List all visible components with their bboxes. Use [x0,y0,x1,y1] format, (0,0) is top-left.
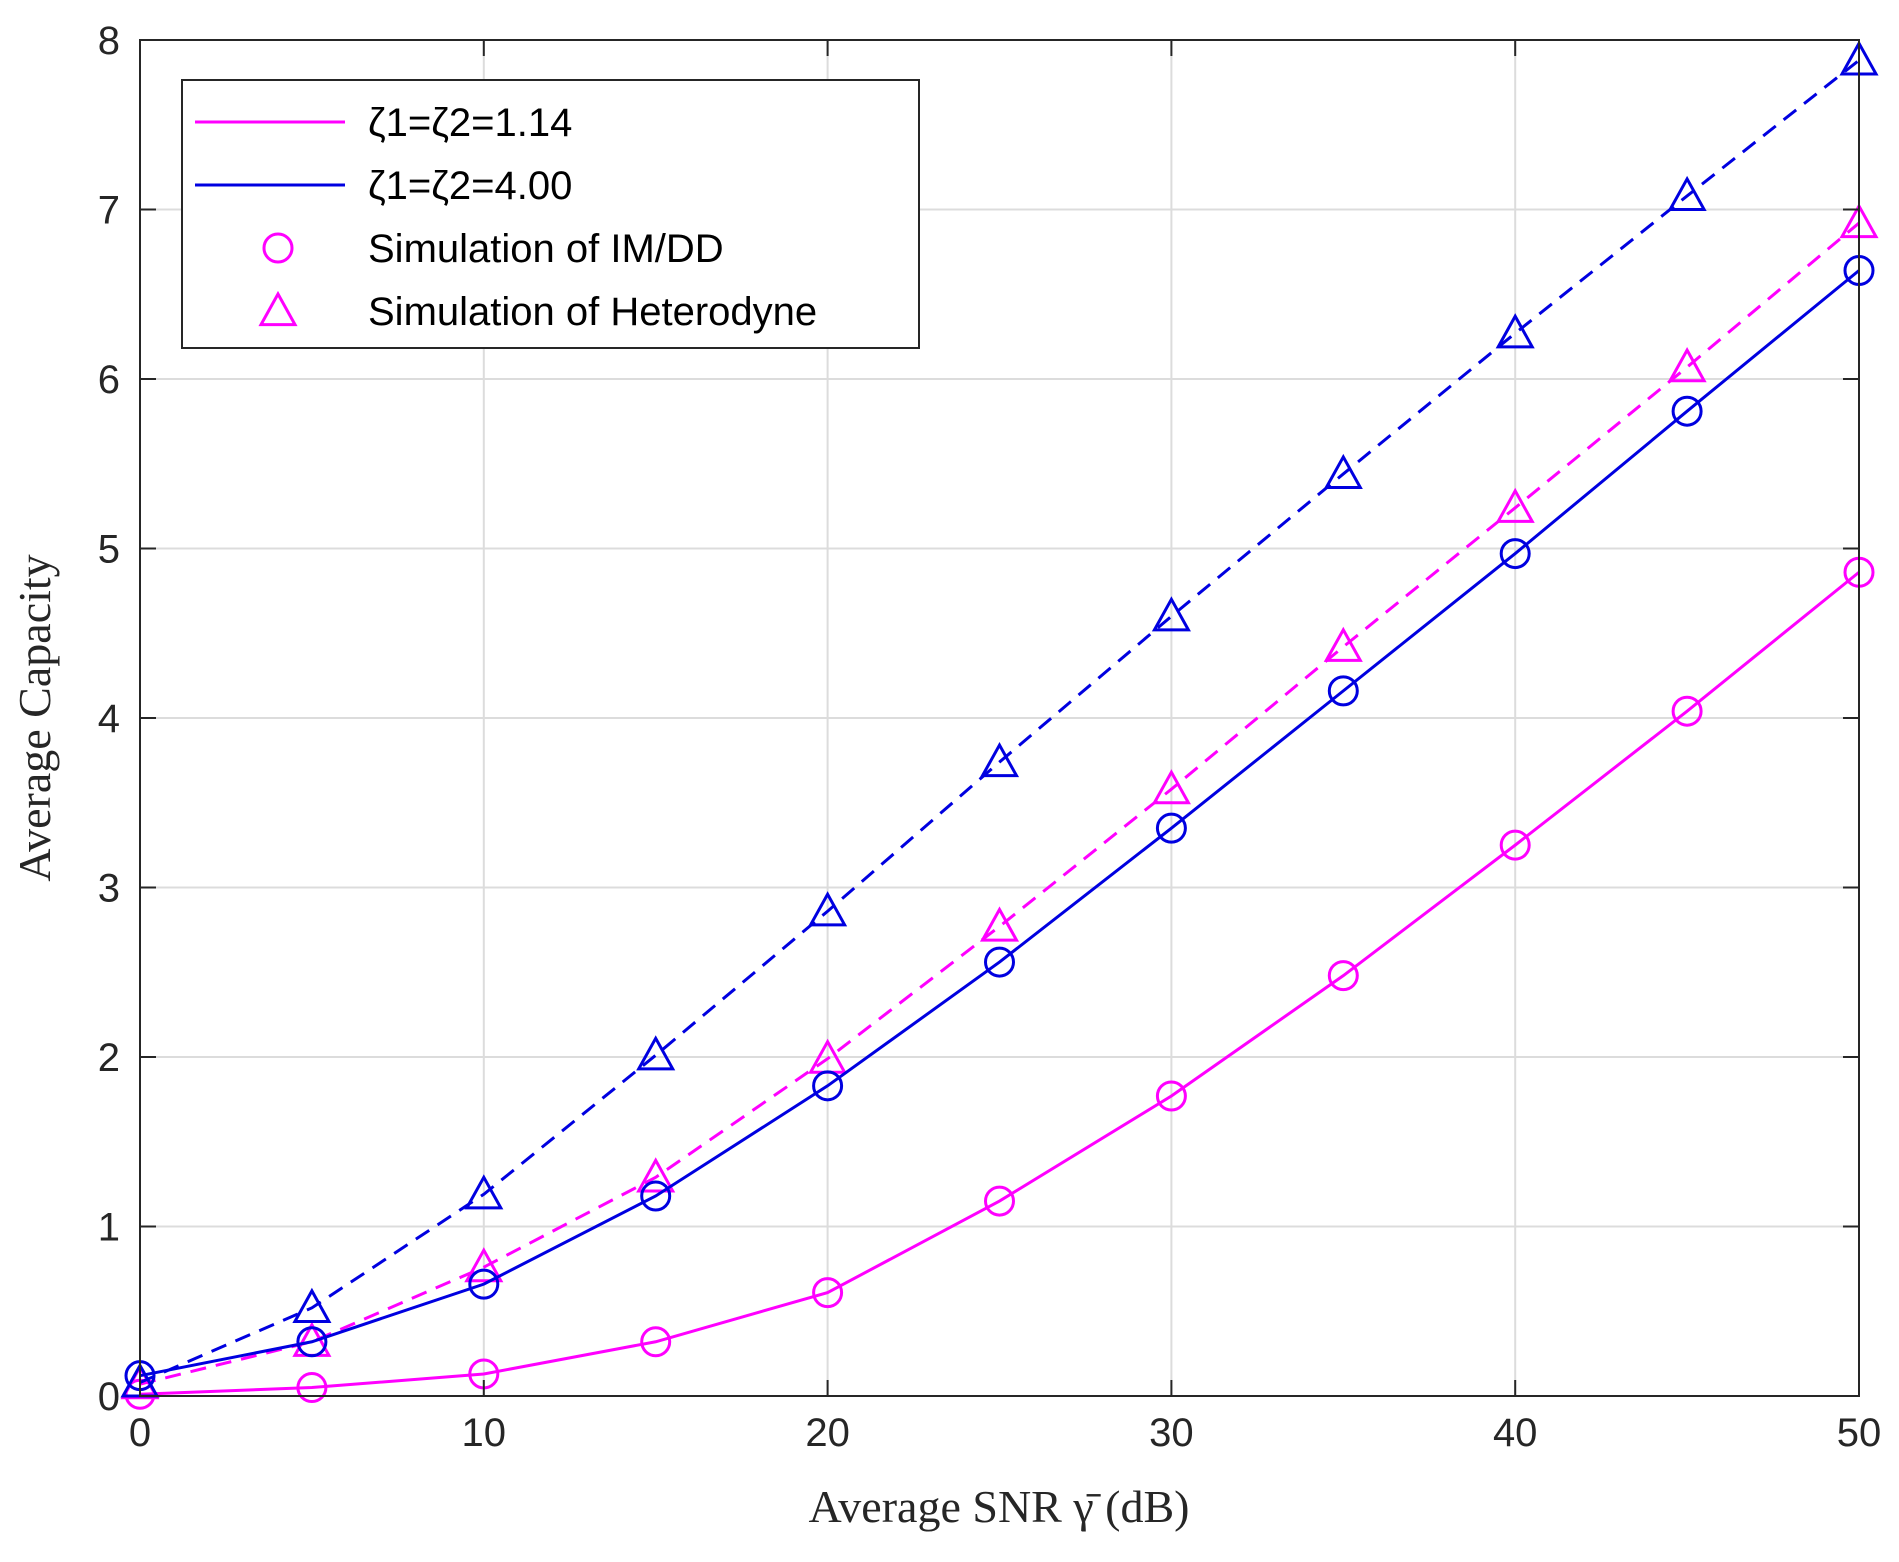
y-tick-label: 5 [98,528,120,572]
x-axis-title: Average SNR γ̄ (dB) [808,1481,1189,1532]
legend-circle-marker [262,232,294,264]
data-point-triangle [636,1157,676,1193]
series-line [139,269,1860,1378]
legend: ζ1=ζ2=1.14 ζ1=ζ2=4.00 Simulation of IM/DD S… [181,79,920,349]
x-tick-label: 20 [805,1411,850,1455]
data-point-triangle [1667,347,1707,383]
data-point-triangle [292,1287,332,1323]
y-tick-label: 1 [98,1206,120,1250]
data-point-triangle [636,1035,676,1071]
data-point-circle [1499,538,1531,570]
data-point-triangle [1151,769,1191,805]
x-tick-label: 50 [1837,1411,1882,1455]
data-point-triangle [1151,596,1191,632]
data-point-circle [1327,960,1359,992]
y-axis-title: Average Capacity [9,554,60,881]
data-point-circle [1671,395,1703,427]
data-point-triangle [1323,626,1363,662]
data-point-triangle [1667,175,1707,212]
y-tick-label: 4 [98,697,120,741]
legend-triangle-marker [258,290,298,327]
data-point-triangle [464,1247,504,1283]
x-tick-label: 10 [462,1411,507,1455]
y-tick-label: 2 [98,1036,120,1080]
series-3 [120,40,1879,1398]
data-point-triangle [1495,487,1535,523]
legend-label: ζ1=ζ2=1.14 [368,101,572,145]
data-point-triangle [979,741,1020,778]
x-tick-label: 40 [1493,1411,1538,1455]
series-line [139,221,1860,1386]
data-point-circle [1671,695,1703,727]
y-tick-label: 3 [98,867,120,911]
data-point-triangle [1495,313,1535,349]
legend-box [181,79,920,349]
data-point-circle [1499,829,1531,861]
data-point-circle [812,1277,844,1309]
data-point-circle [1155,812,1187,844]
data-point-triangle [979,906,1020,942]
data-point-circle [296,1372,328,1404]
legend-label: Simulation of Heterodyne [368,290,817,334]
data-point-circle [812,1070,844,1102]
data-point-circle [984,946,1015,978]
series-line [139,571,1860,1396]
data-point-circle [468,1268,500,1300]
data-point-circle [1327,675,1359,707]
x-tick-label: 0 [129,1411,151,1455]
y-tick-label: 8 [98,19,120,63]
data-point-triangle [464,1174,504,1210]
data-point-circle [296,1326,328,1358]
data-point-triangle [808,891,848,927]
data-point-circle [984,1185,1015,1217]
legend-label: Simulation of IM/DD [368,227,724,271]
tick-layer: 0 10 20 30 40 50 0 1 2 3 4 5 6 7 8 [98,19,1882,1455]
y-tick-label: 0 [98,1375,120,1419]
data-point-circle [640,1180,672,1212]
data-point-circle [1155,1080,1187,1112]
x-tick-label: 30 [1149,1411,1194,1455]
y-tick-label: 6 [98,358,120,402]
data-point-triangle [1323,453,1363,490]
y-tick-label: 7 [98,189,120,233]
legend-label: ζ1=ζ2=4.00 [368,164,572,208]
series-line [139,59,1860,1384]
data-point-circle [640,1326,672,1358]
